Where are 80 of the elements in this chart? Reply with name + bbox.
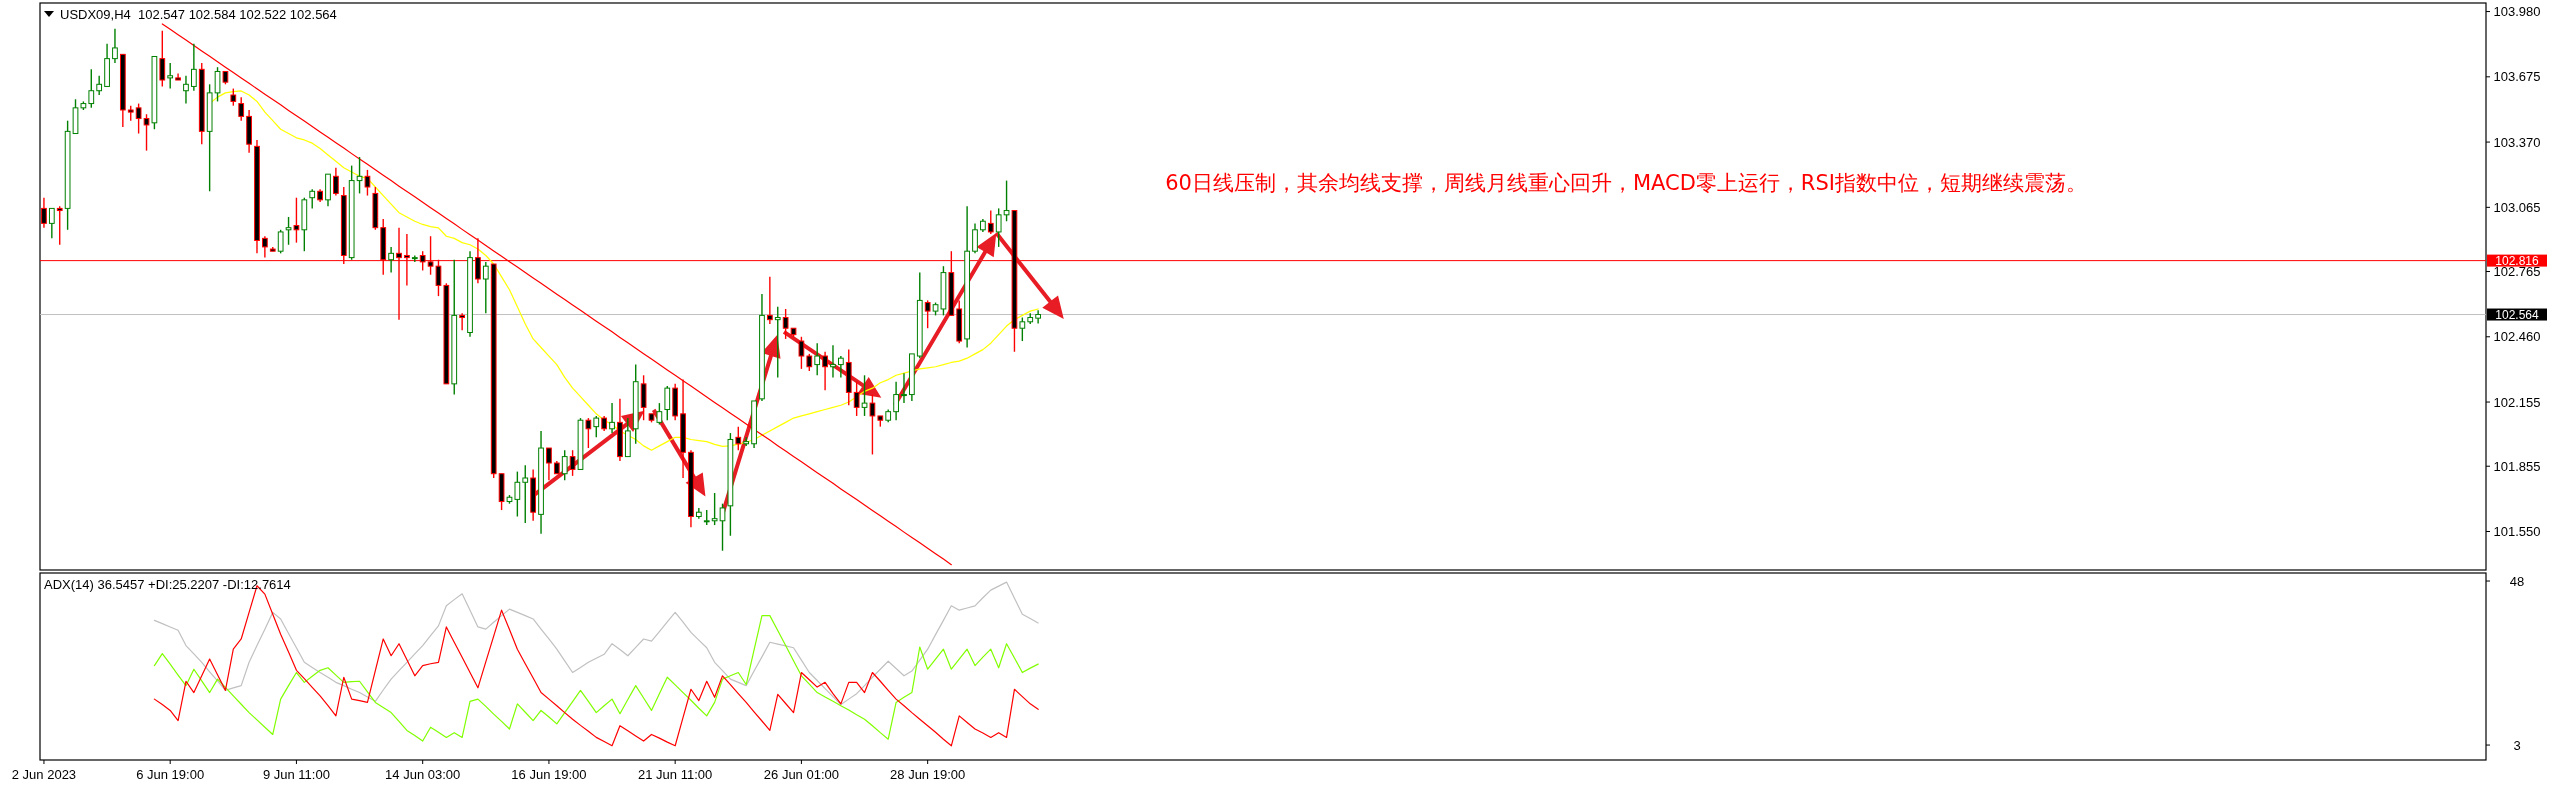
candlestick <box>822 351 828 391</box>
candlestick <box>482 261 489 314</box>
candlestick <box>569 449 576 477</box>
candlestick <box>112 27 118 64</box>
candlestick <box>190 42 197 92</box>
y-tick-label: 103.675 <box>2493 69 2541 85</box>
candlestick <box>135 102 142 135</box>
chart-title: USDX09,H4 102.547 102.584 102.522 102.564 <box>60 7 337 22</box>
x-tick-label: 28 Jun 19:00 <box>890 767 966 782</box>
candlestick <box>388 246 394 274</box>
candlestick <box>238 96 245 122</box>
y-tick-label: 102.155 <box>2493 394 2541 410</box>
x-tick-label: 9 Jun 11:00 <box>262 767 330 782</box>
candlestick <box>167 62 174 90</box>
x-tick-label: 16 Jun 19:00 <box>511 767 587 782</box>
candlestick <box>48 207 55 240</box>
candlestick <box>798 336 805 370</box>
candlestick <box>893 381 899 421</box>
candlestick <box>1003 179 1010 222</box>
candlestick <box>766 276 773 325</box>
candlestick <box>88 68 95 109</box>
candlestick <box>987 209 994 235</box>
candlestick <box>561 449 568 481</box>
x-tick-label: 26 Jun 01:00 <box>763 767 840 782</box>
candlestick <box>664 385 671 421</box>
candlestick <box>285 216 292 246</box>
candlestick <box>735 425 742 451</box>
candlestick <box>838 355 844 379</box>
candlestick <box>593 415 600 439</box>
candlestick <box>309 188 316 210</box>
y-tick-label: 102.460 <box>2493 329 2541 345</box>
candlestick <box>814 342 821 376</box>
candlestick <box>159 30 166 88</box>
candlestick <box>995 207 1002 248</box>
candlestick <box>853 381 860 417</box>
x-tick-label: 21 Jun 11:00 <box>638 767 713 782</box>
candlestick <box>277 229 284 255</box>
candlestick <box>861 374 868 417</box>
candlestick <box>1035 309 1041 325</box>
candlestick <box>609 402 615 434</box>
annotation: 60日线压制，其余均线支撑，周线月线重心回升，MACD零上运行，RSI指数中位，短期继续震荡。 <box>1165 171 2087 196</box>
ref-line-label: 102.564 <box>2495 307 2540 322</box>
y-tick-label: 103.370 <box>2493 134 2541 150</box>
candlestick <box>293 197 300 244</box>
candlestick <box>56 205 63 246</box>
candlestick <box>143 113 150 152</box>
candlestick <box>924 299 931 329</box>
candlestick <box>546 447 552 481</box>
candlestick <box>183 75 189 105</box>
candlestick <box>356 156 363 195</box>
candlestick <box>514 470 521 518</box>
candlestick <box>656 402 663 426</box>
candlestick <box>262 235 268 259</box>
candlestick <box>743 436 750 447</box>
line-series <box>153 615 1039 742</box>
candlestick <box>972 222 978 255</box>
y-tick-label: 48 <box>2509 573 2525 589</box>
candlestick <box>782 308 789 340</box>
x-tick-label: 6 Jun 19:00 <box>136 767 205 782</box>
candlestick <box>333 167 339 197</box>
candlestick <box>364 169 371 197</box>
x-tick-label: 14 Jun 03:00 <box>385 767 461 782</box>
candlestick <box>774 306 781 379</box>
y-tick-label: 103.065 <box>2493 199 2541 215</box>
candlestick <box>585 417 592 449</box>
chart-title: ADX(14) 36.5457 +DI:25.2207 -DI:12.7614 <box>44 577 291 592</box>
y-tick-label: 101.855 <box>2493 458 2541 474</box>
candlestick <box>96 75 103 96</box>
candlestick <box>522 464 529 524</box>
candlestick <box>640 374 647 421</box>
y-tick-label: 103.980 <box>2493 4 2541 20</box>
x-tick-label: 2 Jun 2023 <box>11 767 77 782</box>
candlestick <box>1019 316 1026 342</box>
candlestick <box>214 66 221 103</box>
y-tick-label: 3 <box>2513 737 2521 753</box>
y-tick-label: 101.550 <box>2493 523 2541 539</box>
candlestick <box>459 312 465 332</box>
candlestick <box>869 393 876 456</box>
candlestick <box>830 344 836 379</box>
candlestick <box>901 372 907 404</box>
